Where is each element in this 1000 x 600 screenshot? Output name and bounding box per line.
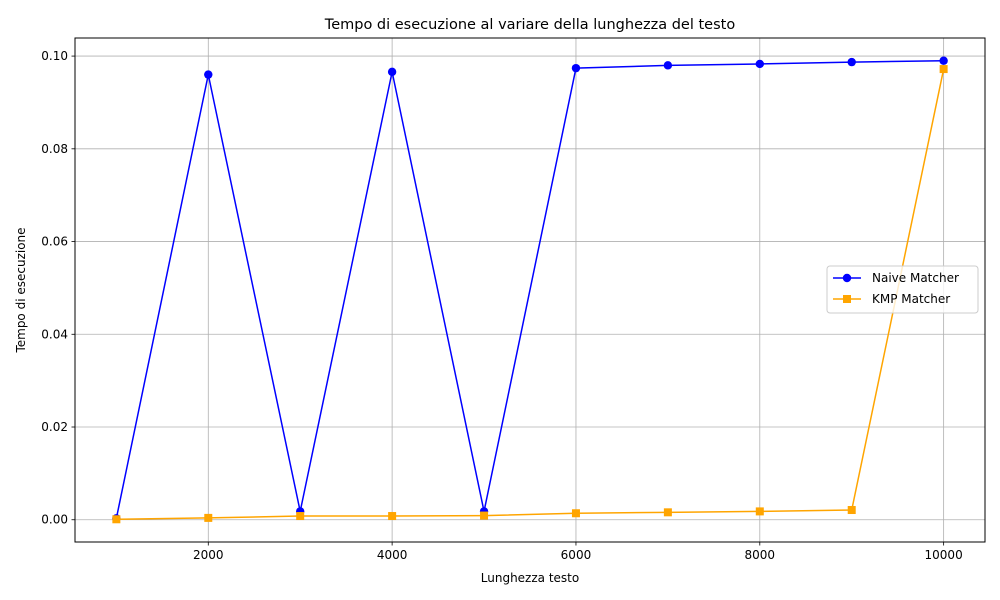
plot-frame [74, 37, 986, 543]
legend-naive-matcher-label: Naive Matcher [872, 271, 959, 285]
legend-kmp-matcher-marker [843, 295, 851, 303]
series-lines [112, 56, 948, 524]
naive-matcher-point [387, 67, 397, 77]
y-tick-label: 0.00 [41, 513, 68, 527]
naive-matcher-point [755, 59, 764, 69]
naive-matcher-point [663, 61, 673, 70]
kmp-matcher-point [663, 508, 672, 517]
kmp-matcher-point [296, 512, 305, 521]
x-tick-label: 4000 [377, 548, 408, 562]
legend-naive-matcher-marker [842, 273, 852, 283]
kmp-matcher-point [571, 509, 580, 518]
axis-ticks: 2000 4000 6000 8000 10000 0.00 0.02 0.04 0.06 0.0… [41, 49, 962, 562]
x-tick-label: 10000 [925, 548, 963, 562]
kmp-matcher-point [755, 507, 764, 516]
y-tick-label: 0.08 [41, 142, 68, 156]
kmp-matcher-point [112, 515, 121, 524]
naive-matcher-point [847, 57, 856, 67]
legend: Naive Matcher KMP Matcher [826, 265, 979, 314]
x-tick-label: 8000 [745, 548, 776, 562]
kmp-matcher-point [939, 65, 948, 74]
kmp-matcher-point [204, 513, 213, 522]
naive-matcher-point [939, 56, 948, 65]
y-tick-label: 0.02 [41, 420, 68, 434]
legend-box [826, 265, 979, 314]
x-axis-title: Lunghezza testo [481, 571, 579, 585]
naive-matcher-point [571, 63, 581, 73]
x-tick-label: 2000 [193, 548, 224, 562]
kmp-matcher-point [480, 511, 489, 520]
naive-matcher-point [204, 70, 213, 79]
y-tick-label: 0.04 [41, 327, 68, 341]
naive-matcher-line [115, 59, 944, 519]
kmp-matcher-point [388, 512, 397, 521]
legend-kmp-matcher-label: KMP Matcher [872, 292, 950, 306]
kmp-matcher-line [116, 68, 945, 521]
kmp-matcher-point [847, 506, 856, 515]
y-tick-label: 0.10 [41, 49, 68, 63]
y-tick-label: 0.06 [41, 235, 68, 249]
y-axis-title: Tempo di esecuzione [14, 227, 28, 353]
chart-title: Tempo di esecuzione al variare della lun… [324, 17, 736, 33]
x-tick-label: 6000 [561, 548, 592, 562]
